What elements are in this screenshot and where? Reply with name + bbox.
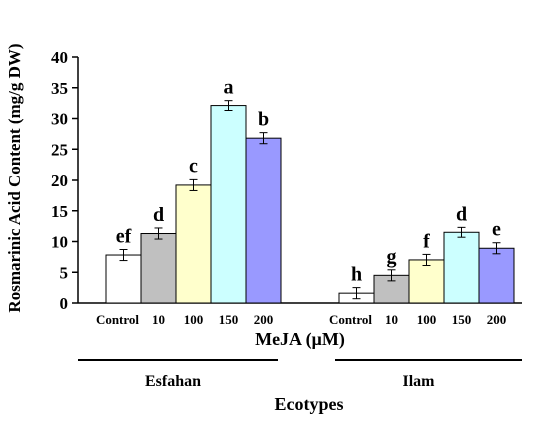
x-category-label: Control xyxy=(96,312,139,327)
significance-letter: c xyxy=(189,155,198,177)
bar xyxy=(478,247,515,304)
x-category-label: 100 xyxy=(184,312,204,327)
y-tick-label: 15 xyxy=(51,202,68,221)
bar xyxy=(408,259,445,304)
y-tick-label: 10 xyxy=(51,233,68,252)
x-category-label: 200 xyxy=(487,312,507,327)
y-tick-label: 5 xyxy=(60,263,69,282)
labels: ef Control d 10 c 100 a 150 b 200 h Control g 10 f 100 d… xyxy=(96,77,506,327)
group-label: Ilam xyxy=(403,373,436,390)
y-tick-label: 30 xyxy=(51,110,68,129)
bar xyxy=(245,137,282,304)
bar xyxy=(210,105,247,304)
significance-letter: g xyxy=(387,246,397,268)
x-category-label: 150 xyxy=(452,312,472,327)
y-tick-label: 0 xyxy=(60,294,69,313)
x-category-label: 10 xyxy=(152,312,165,327)
y-tick-label: 40 xyxy=(51,48,68,67)
significance-letter: e xyxy=(492,219,501,241)
y-ticks: 0 5 10 15 20 25 30 35 40 xyxy=(51,48,78,313)
significance-letter: b xyxy=(258,109,269,131)
group-label: Esfahan xyxy=(145,373,201,390)
y-tick-label: 25 xyxy=(51,140,68,159)
significance-letter: h xyxy=(351,264,362,286)
ecotype-groups: Esfahan Ilam xyxy=(78,359,522,390)
bar xyxy=(373,274,410,304)
significance-letter: d xyxy=(153,204,164,226)
bar xyxy=(175,184,212,304)
x-category-label: 200 xyxy=(254,312,274,327)
x-category-label: 100 xyxy=(417,312,437,327)
y-tick-label: 20 xyxy=(51,171,68,190)
significance-letter: ef xyxy=(116,225,132,247)
ecotypes-title: Ecotypes xyxy=(275,394,344,414)
significance-letter: d xyxy=(456,203,467,225)
x-category-label: 150 xyxy=(219,312,239,327)
x-axis-title: MeJA (µM) xyxy=(255,329,345,350)
significance-letter: a xyxy=(224,77,234,99)
y-axis-title: Rosmarinic Acid Content (mg/g DW) xyxy=(5,43,24,312)
bars xyxy=(105,100,515,304)
bar xyxy=(105,254,142,304)
significance-letter: f xyxy=(423,230,430,252)
bar xyxy=(140,233,177,304)
x-category-label: 10 xyxy=(385,312,398,327)
y-tick-label: 35 xyxy=(51,79,68,98)
x-category-label: Control xyxy=(329,312,372,327)
bar xyxy=(443,231,480,304)
